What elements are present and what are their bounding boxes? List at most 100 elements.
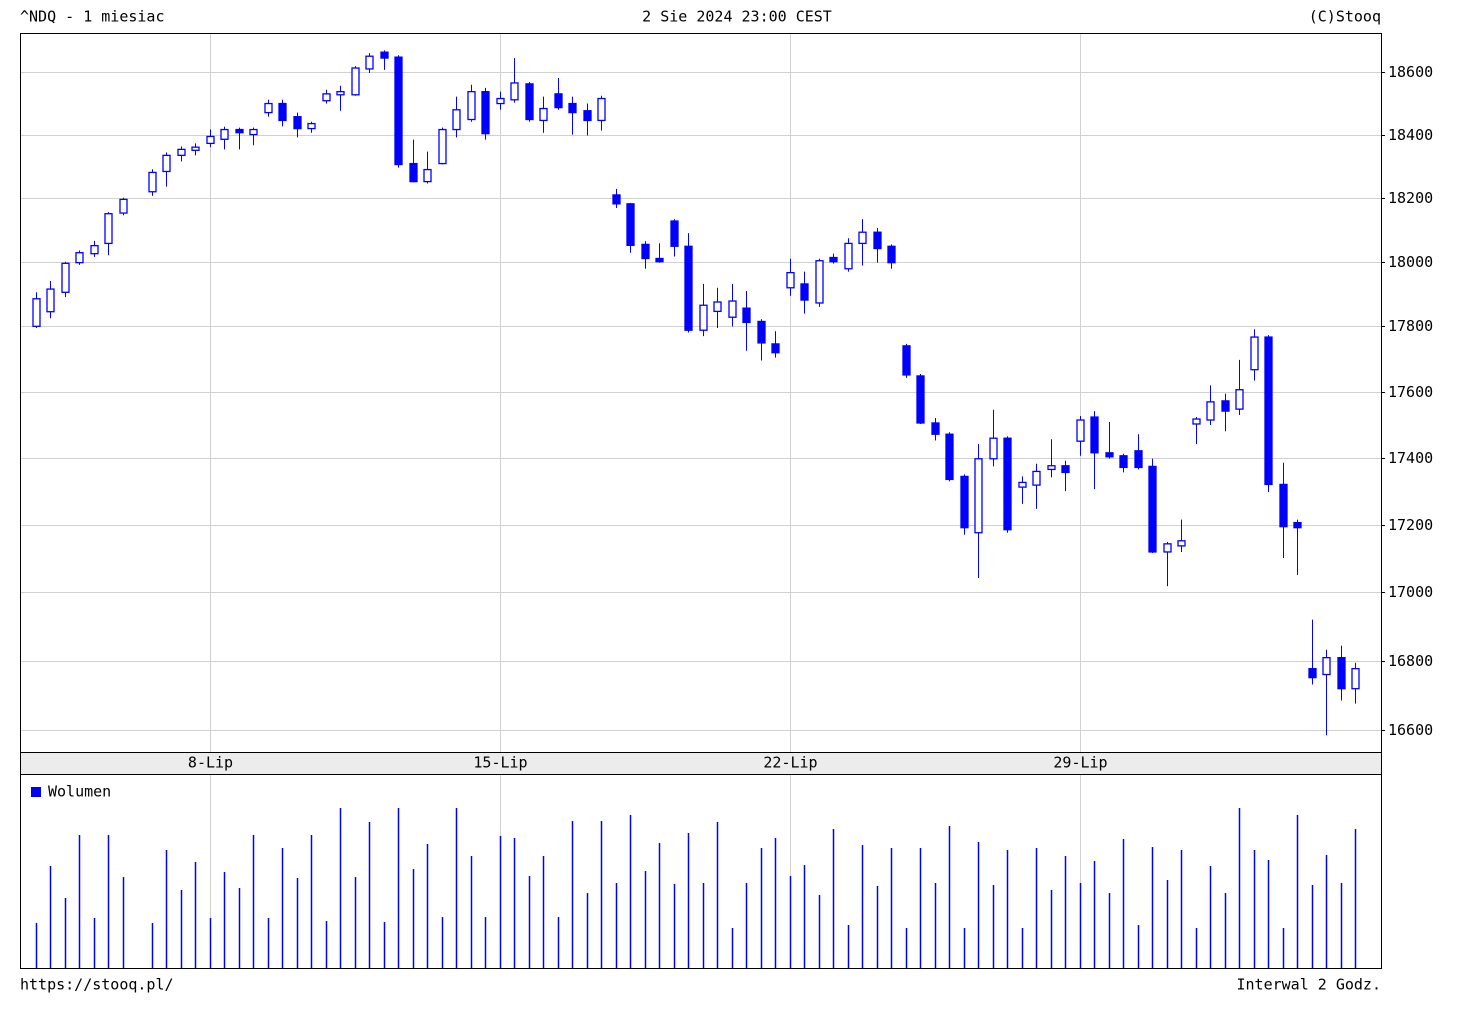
y-tick-label: 17200 [1388, 516, 1433, 534]
candle-body [1351, 668, 1360, 690]
title-left: ^NDQ - 1 miesiac [20, 8, 165, 26]
candle-body [670, 220, 679, 247]
candle-body [1003, 437, 1012, 531]
candle-body [1206, 401, 1215, 421]
candle-body [960, 475, 969, 529]
candle-body [887, 245, 896, 264]
candle-body [75, 252, 84, 264]
candle-body [1221, 400, 1230, 412]
candle-body [206, 135, 215, 145]
candle-body [858, 231, 867, 245]
candle-body [1032, 470, 1041, 486]
candle-body [177, 148, 186, 157]
candle-body [641, 243, 650, 260]
candle-body [452, 109, 461, 131]
candle-body [554, 93, 563, 109]
candle-body [713, 301, 722, 313]
candle-body [1018, 481, 1027, 488]
candle-body [191, 146, 200, 151]
candle-body [220, 128, 229, 140]
candle-body [800, 283, 809, 301]
x-tick-label: 22-Lip [763, 754, 817, 772]
marks-layer [32, 50, 1360, 968]
x-tick-label: 29-Lip [1053, 754, 1107, 772]
candle-body [1337, 656, 1346, 690]
candle-body [481, 91, 490, 135]
candle-body [1293, 521, 1302, 529]
y-tick-label: 18200 [1388, 189, 1433, 207]
y-tick-label: 18400 [1388, 126, 1433, 144]
candle-body [1308, 668, 1317, 679]
candle-body [525, 83, 534, 121]
candle-body [438, 128, 447, 165]
candle-body [597, 97, 606, 122]
candle-body [235, 128, 244, 134]
candle-body [974, 458, 983, 534]
candle-body [46, 288, 55, 313]
candle-body [742, 307, 751, 324]
candle-body [815, 260, 824, 304]
candle-body [365, 55, 374, 70]
y-tick-label: 17000 [1388, 583, 1433, 601]
y-tick-label: 18600 [1388, 63, 1433, 81]
candle-body [1264, 336, 1273, 486]
title-right: (C)Stooq [1309, 8, 1381, 26]
candle-body [264, 102, 273, 114]
x-tick-label: 15-Lip [473, 754, 527, 772]
candle-body [162, 154, 171, 173]
candle-body [1105, 452, 1114, 458]
candle-body [1119, 455, 1128, 469]
legend-label: Wolumen [48, 783, 111, 801]
y-tick-label: 16600 [1388, 721, 1433, 739]
candle-body [771, 343, 780, 354]
candle-body [307, 122, 316, 130]
x-axis-band [20, 752, 1381, 774]
candle-body [409, 162, 418, 183]
candle-body [336, 91, 345, 96]
candle-body [61, 262, 70, 293]
candle-body [931, 422, 940, 435]
title-center: 2 Sie 2024 23:00 CEST [642, 8, 832, 26]
candle-body [568, 102, 577, 114]
candle-body [539, 107, 548, 122]
candle-body [1076, 419, 1085, 442]
candle-body [902, 345, 911, 376]
candle-body [1279, 483, 1288, 528]
candle-body [1322, 656, 1331, 676]
candle-body [684, 245, 693, 331]
candle-body [1177, 540, 1186, 547]
candle-body [148, 171, 157, 193]
y-tick-label: 18000 [1388, 253, 1433, 271]
candle-body [1090, 416, 1099, 454]
footer-left: https://stooq.pl/ [20, 976, 174, 994]
y-tick-label: 17600 [1388, 383, 1433, 401]
candle-body [916, 375, 925, 424]
candle-body [1163, 543, 1172, 553]
candle-body [1148, 465, 1157, 553]
candle-body [1192, 418, 1201, 425]
candle-body [278, 102, 287, 122]
candle-body [249, 128, 258, 136]
candle-body [380, 51, 389, 59]
candle-body [786, 271, 795, 289]
candle-body [90, 245, 99, 255]
candle-body [873, 231, 882, 250]
candle-body [394, 56, 403, 166]
candle-body [757, 320, 766, 344]
candle-body [293, 116, 302, 130]
candle-body [119, 198, 128, 214]
candle-body [583, 110, 592, 122]
candle-body [510, 82, 519, 101]
candle-body [1250, 336, 1259, 371]
y-tick-label: 17400 [1388, 449, 1433, 467]
legend-swatch [31, 787, 41, 797]
candle-body [626, 203, 635, 246]
candle-body [32, 298, 41, 327]
candle-body [655, 257, 664, 263]
candle-body [612, 194, 621, 205]
candle-body [322, 93, 331, 102]
candle-body [423, 168, 432, 183]
candle-body [1061, 465, 1070, 474]
